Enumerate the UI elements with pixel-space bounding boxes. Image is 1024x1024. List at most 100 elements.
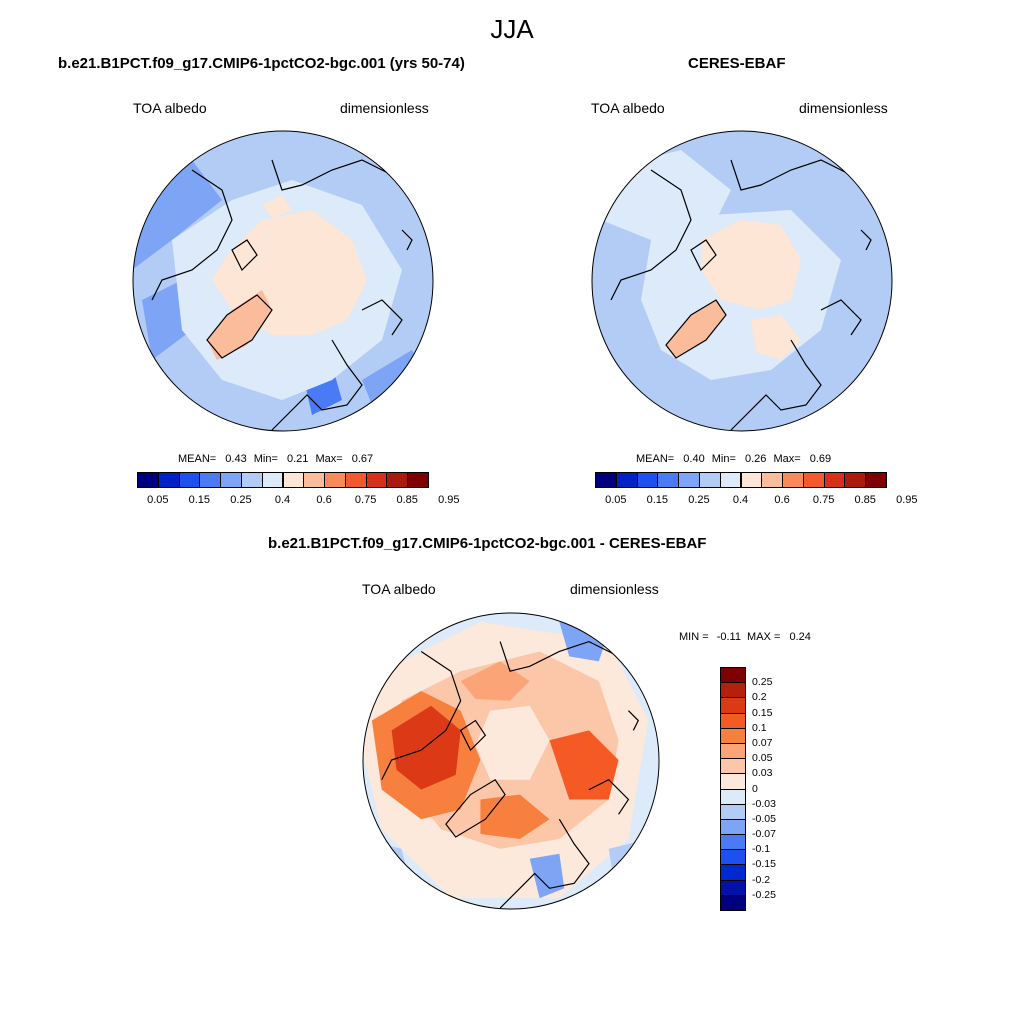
model-polar-map: [132, 130, 434, 432]
obs-max-label: Max=: [773, 453, 801, 465]
obs-colorbar-tick-label: 0.05: [605, 494, 627, 506]
obs-colorbar-swatch: [636, 472, 659, 488]
diff-colorbar-swatch: [720, 894, 746, 911]
model-units-label: dimensionless: [340, 100, 429, 116]
diff-colorbar-tick-label: 0.15: [752, 706, 773, 719]
diff-colorbar-swatch: [720, 682, 746, 699]
model-mean-label: MEAN=: [178, 453, 217, 465]
diff-colorbar-tick-label: -0.05: [752, 812, 776, 825]
diff-colorbar: [720, 667, 746, 911]
model-colorbar-swatch: [261, 472, 284, 488]
obs-colorbar-tick-label: 0.85: [854, 494, 876, 506]
obs-colorbar-tick-label: 0.4: [732, 494, 749, 506]
figure-title: JJA: [490, 14, 534, 44]
model-colorbar-swatch: [282, 472, 305, 488]
model-panel-title: b.e21.B1PCT.f09_g17.CMIP6-1pctCO2-bgc.00…: [58, 55, 465, 72]
diff-min-value: -0.11: [716, 631, 741, 643]
obs-colorbar-tick-label: 0.6: [774, 494, 790, 506]
obs-colorbar-tick-label: 0.15: [646, 494, 669, 506]
model-colorbar-swatch: [157, 472, 180, 488]
model-colorbar-tick-label: 0.85: [396, 494, 418, 506]
diff-colorbar-swatch: [720, 818, 746, 836]
diff-colorbar-swatch: [720, 742, 746, 760]
obs-colorbar-swatch: [740, 472, 763, 488]
model-colorbar-tick-label: 0.4: [274, 494, 291, 506]
obs-colorbar-tick-label: 0.95: [896, 494, 918, 506]
obs-polar-map: [591, 130, 893, 432]
model-colorbar-swatch: [407, 472, 429, 488]
obs-colorbar-tick-label: 0.75: [812, 494, 835, 506]
obs-colorbar-tick-label: 0.25: [688, 494, 710, 506]
obs-variable-label: TOA albedo: [591, 100, 665, 116]
obs-stats: MEAN= 0.40 Min= 0.26 Max= 0.69: [636, 453, 831, 465]
diff-max-value: 0.24: [789, 631, 811, 643]
model-colorbar-tick-label: 0.75: [354, 494, 377, 506]
diff-colorbar-swatch: [720, 667, 746, 684]
obs-mean-label: MEAN=: [636, 453, 675, 465]
diff-colorbar-swatch: [720, 864, 746, 881]
obs-colorbar-swatch: [678, 472, 700, 488]
model-min-label: Min=: [253, 453, 278, 465]
diff-colorbar-swatch: [720, 788, 746, 805]
diff-min-label: MIN =: [679, 631, 709, 643]
model-mean-value: 0.43: [225, 453, 247, 465]
diff-colorbar-tick-label: -0.15: [752, 858, 776, 871]
diff-colorbar-tick-label: 0.07: [752, 736, 773, 749]
diff-colorbar-tick-label: -0.07: [752, 828, 776, 841]
diff-colorbar-tick-label: -0.2: [752, 873, 771, 886]
diff-colorbar-swatch: [720, 758, 746, 775]
model-colorbar-swatch: [324, 472, 346, 488]
obs-min-label: Min=: [711, 453, 736, 465]
model-colorbar-swatch: [220, 472, 242, 488]
model-colorbar-swatch: [137, 472, 159, 488]
diff-colorbar-tick-label: -0.03: [752, 797, 776, 810]
obs-min-value: 0.26: [744, 453, 767, 465]
diff-colorbar-tick-label: 0.05: [752, 752, 773, 765]
diff-stats: MIN = -0.11 MAX = 0.24: [679, 631, 811, 643]
model-max-value: 0.67: [351, 453, 374, 465]
model-colorbar-tick-label: 0.25: [230, 494, 252, 506]
model-stats: MEAN= 0.43 Min= 0.21 Max= 0.67: [178, 453, 373, 465]
diff-colorbar-swatch: [720, 834, 746, 851]
diff-colorbar-tick-label: -0.25: [752, 888, 776, 901]
diff-max-label: MAX =: [747, 631, 781, 643]
model-colorbar-tick-label: 0.15: [188, 494, 211, 506]
obs-colorbar-swatch: [782, 472, 804, 488]
obs-units-label: dimensionless: [799, 100, 888, 116]
model-colorbar-swatch: [386, 472, 409, 488]
obs-panel-title: CERES-EBAF: [688, 55, 786, 72]
model-max-label: Max=: [315, 453, 343, 465]
obs-colorbar-swatch: [615, 472, 638, 488]
diff-units-label: dimensionless: [570, 581, 659, 597]
obs-colorbar-swatch: [698, 472, 721, 488]
obs-colorbar-swatch: [657, 472, 680, 488]
obs-colorbar-swatch: [865, 472, 887, 488]
diff-variable-label: TOA albedo: [362, 581, 436, 597]
model-colorbar-tick-label: 0.95: [438, 494, 460, 506]
obs-colorbar-swatch: [802, 472, 825, 488]
diff-colorbar-tick-label: -0.1: [752, 843, 771, 856]
obs-colorbar: [595, 472, 887, 488]
diff-colorbar-swatch: [720, 712, 746, 729]
diff-colorbar-swatch: [720, 849, 746, 866]
diff-colorbar-tick-label: 0.1: [752, 721, 767, 734]
diff-colorbar-swatch: [720, 697, 746, 714]
diff-panel-title: b.e21.B1PCT.f09_g17.CMIP6-1pctCO2-bgc.00…: [268, 535, 707, 552]
diff-colorbar-tick-label: 0.2: [752, 691, 767, 704]
obs-colorbar-swatch: [844, 472, 867, 488]
model-colorbar-swatch: [344, 472, 367, 488]
obs-colorbar-swatch: [595, 472, 617, 488]
model-colorbar-swatch: [199, 472, 222, 488]
model-colorbar-tick-label: 0.6: [316, 494, 332, 506]
diff-colorbar-swatch: [720, 727, 746, 744]
model-colorbar: [137, 472, 429, 488]
model-colorbar-swatch: [240, 472, 263, 488]
diff-colorbar-swatch: [720, 879, 746, 896]
obs-colorbar-swatch: [719, 472, 742, 488]
diff-colorbar-swatch: [720, 773, 746, 790]
obs-colorbar-swatch: [823, 472, 846, 488]
model-colorbar-ticks: 0.05 0.15 0.25 0.4 0.6 0.75 0.85 0.95: [137, 494, 459, 508]
obs-colorbar-ticks: 0.05 0.15 0.25 0.4 0.6 0.75 0.85 0.95: [595, 494, 917, 508]
diff-polar-map: [362, 612, 660, 910]
obs-colorbar-swatch: [761, 472, 784, 488]
